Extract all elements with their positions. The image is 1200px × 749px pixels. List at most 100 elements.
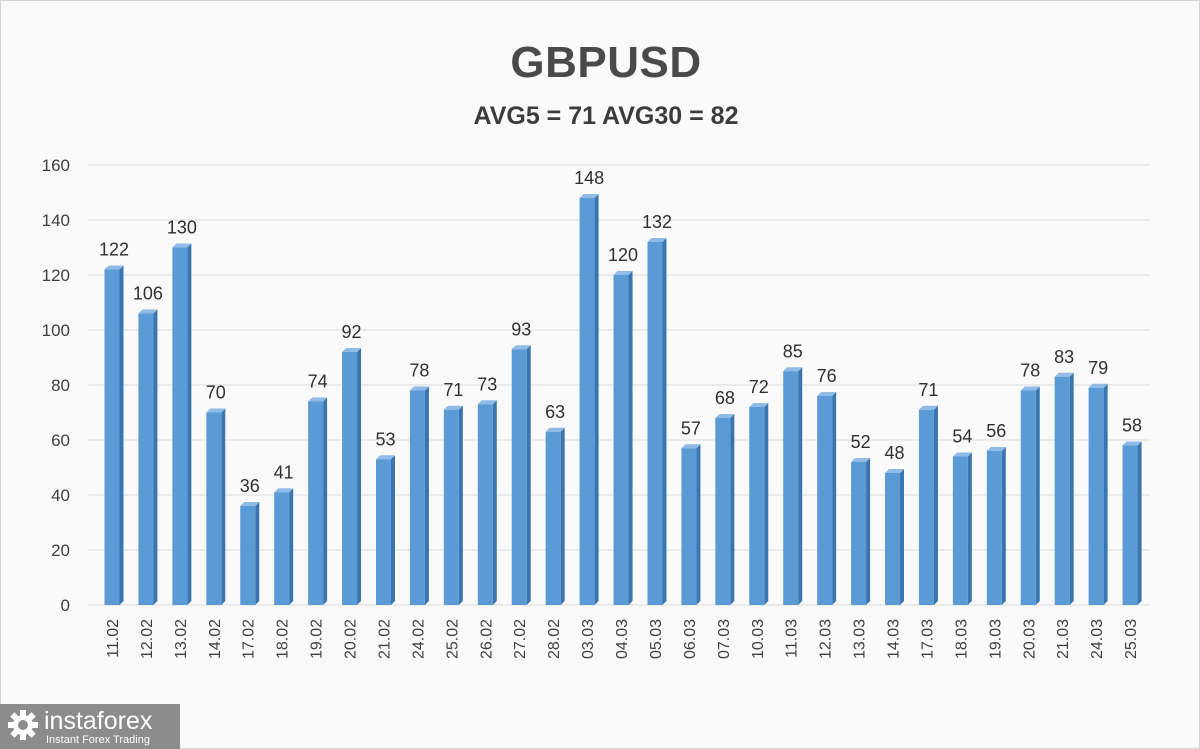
bar-27.02	[511, 345, 531, 605]
bar-side	[458, 405, 463, 605]
bar-face	[308, 401, 324, 605]
data-label: 72	[749, 377, 769, 397]
bar-top	[104, 265, 124, 270]
data-label: 68	[715, 388, 735, 408]
bar-face	[885, 473, 901, 605]
bar-top	[375, 455, 395, 460]
data-label: 148	[574, 168, 604, 188]
bar-side	[696, 444, 701, 605]
bar-top	[1054, 372, 1074, 377]
bar-top	[918, 405, 938, 410]
bar-top	[138, 309, 158, 314]
x-tick-label: 10.03	[750, 619, 767, 659]
bar-top	[885, 469, 905, 473]
data-label: 78	[409, 361, 429, 381]
bar-face	[1122, 445, 1138, 605]
x-tick-label: 17.02	[241, 619, 258, 659]
bar-06.03	[681, 444, 701, 605]
bar-chart: 0 20 40 60 80 100 120 140 160 122 106 130 70 36 41 74 9…	[42, 156, 1150, 659]
bar-face	[715, 418, 731, 605]
data-label: 71	[443, 380, 463, 400]
bar-side	[119, 265, 124, 605]
x-tick-label: 06.03	[682, 619, 699, 659]
x-tick-label: 03.03	[580, 619, 597, 659]
x-tick-label: 20.02	[343, 619, 360, 659]
data-label: 85	[783, 341, 803, 361]
bar-top	[443, 405, 463, 410]
bar-26.02	[477, 400, 497, 605]
data-label: 132	[642, 212, 672, 232]
bar-side	[967, 452, 972, 605]
bar-side	[628, 271, 633, 605]
bar-top	[172, 243, 192, 248]
data-label: 92	[342, 322, 362, 342]
chart-subtitle: AVG5 = 71 AVG30 = 82	[473, 102, 739, 130]
y-tick-label: 100	[42, 321, 70, 340]
bar-top	[851, 458, 871, 462]
bar-face	[952, 456, 968, 605]
data-label: 73	[477, 374, 497, 394]
bar-face	[851, 462, 867, 605]
x-axis-ticks: 11.02 12.02 13.02 14.02 17.02 18.02 19.02 20.02…	[105, 619, 1140, 659]
data-label: 41	[274, 462, 294, 482]
x-tick-label: 13.02	[173, 619, 190, 659]
bar-13.03	[851, 458, 871, 605]
bar-side	[662, 238, 667, 605]
bar-top	[308, 397, 328, 402]
data-label: 52	[851, 432, 871, 452]
y-tick-label: 80	[51, 376, 70, 395]
bar-face	[681, 448, 697, 605]
bar-side	[1103, 383, 1108, 605]
bar-top	[579, 194, 599, 198]
bar-25.02	[443, 405, 463, 605]
bar-side	[492, 400, 497, 605]
bar-20.03	[1020, 386, 1040, 605]
x-tick-label: 25.03	[1123, 619, 1140, 659]
bar-side	[832, 392, 837, 605]
bar-top	[1088, 383, 1108, 388]
data-label: 57	[681, 418, 701, 438]
bar-side	[153, 309, 158, 605]
x-tick-label: 26.02	[478, 619, 495, 659]
y-tick-label: 140	[42, 211, 70, 230]
x-tick-label: 12.03	[818, 619, 835, 659]
data-label: 36	[240, 476, 260, 496]
bar-face	[783, 371, 799, 605]
bar-18.02	[274, 488, 294, 605]
data-label: 58	[1122, 416, 1142, 436]
watermark-brand: instaforex	[44, 707, 153, 735]
x-tick-label: 18.03	[953, 619, 970, 659]
bar-side	[866, 458, 871, 605]
data-label: 106	[133, 284, 163, 304]
x-tick-label: 28.02	[546, 619, 563, 659]
bar-top	[206, 408, 226, 413]
bar-21.02	[375, 455, 395, 605]
bar-face	[477, 404, 493, 605]
x-tick-label: 17.03	[919, 619, 936, 659]
x-tick-label: 04.03	[614, 619, 631, 659]
x-tick-label: 21.03	[1055, 619, 1072, 659]
bar-28.02	[545, 427, 565, 605]
data-label: 54	[952, 427, 972, 447]
x-tick-label: 14.03	[886, 619, 903, 659]
bar-top	[511, 345, 531, 350]
x-tick-label: 14.02	[207, 619, 224, 659]
bar-top	[613, 271, 633, 275]
y-tick-label: 160	[42, 156, 70, 175]
bar-top	[545, 427, 565, 432]
bar-10.03	[749, 403, 769, 605]
x-tick-label: 13.03	[852, 619, 869, 659]
bar-24.03	[1088, 383, 1108, 605]
bar-face	[104, 269, 120, 605]
bar-face	[817, 396, 833, 605]
bar-top	[1020, 386, 1040, 391]
bar-face	[274, 492, 290, 605]
bar-top	[681, 444, 701, 449]
bar-12.02	[138, 309, 158, 605]
data-label: 78	[1020, 361, 1040, 381]
bar-face	[1054, 376, 1070, 605]
bar-top	[477, 400, 497, 405]
data-label: 70	[206, 383, 226, 403]
bar-face	[409, 390, 425, 605]
